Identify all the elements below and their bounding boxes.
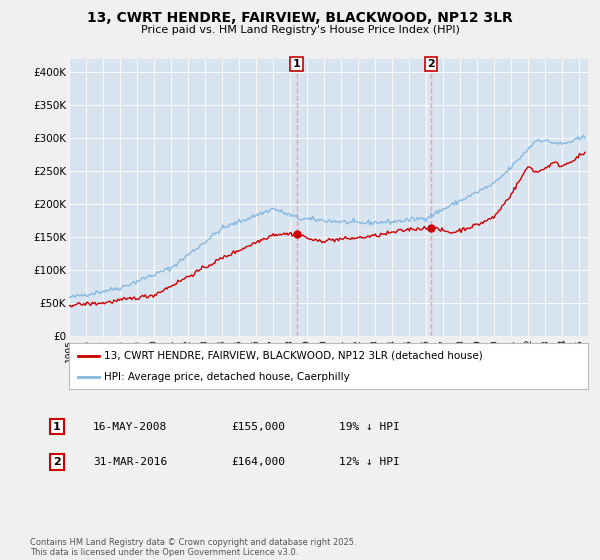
Text: 13, CWRT HENDRE, FAIRVIEW, BLACKWOOD, NP12 3LR (detached house): 13, CWRT HENDRE, FAIRVIEW, BLACKWOOD, NP… bbox=[104, 351, 483, 361]
Text: Price paid vs. HM Land Registry's House Price Index (HPI): Price paid vs. HM Land Registry's House … bbox=[140, 25, 460, 35]
Text: 31-MAR-2016: 31-MAR-2016 bbox=[93, 457, 167, 467]
Text: 2: 2 bbox=[427, 59, 434, 69]
Text: 1: 1 bbox=[293, 59, 301, 69]
Text: HPI: Average price, detached house, Caerphilly: HPI: Average price, detached house, Caer… bbox=[104, 372, 350, 382]
Text: £164,000: £164,000 bbox=[231, 457, 285, 467]
Text: 19% ↓ HPI: 19% ↓ HPI bbox=[339, 422, 400, 432]
Text: 13, CWRT HENDRE, FAIRVIEW, BLACKWOOD, NP12 3LR: 13, CWRT HENDRE, FAIRVIEW, BLACKWOOD, NP… bbox=[87, 11, 513, 25]
Text: 16-MAY-2008: 16-MAY-2008 bbox=[93, 422, 167, 432]
Text: £155,000: £155,000 bbox=[231, 422, 285, 432]
Text: Contains HM Land Registry data © Crown copyright and database right 2025.
This d: Contains HM Land Registry data © Crown c… bbox=[30, 538, 356, 557]
Text: 2: 2 bbox=[53, 457, 61, 467]
Text: 12% ↓ HPI: 12% ↓ HPI bbox=[339, 457, 400, 467]
Text: 1: 1 bbox=[53, 422, 61, 432]
